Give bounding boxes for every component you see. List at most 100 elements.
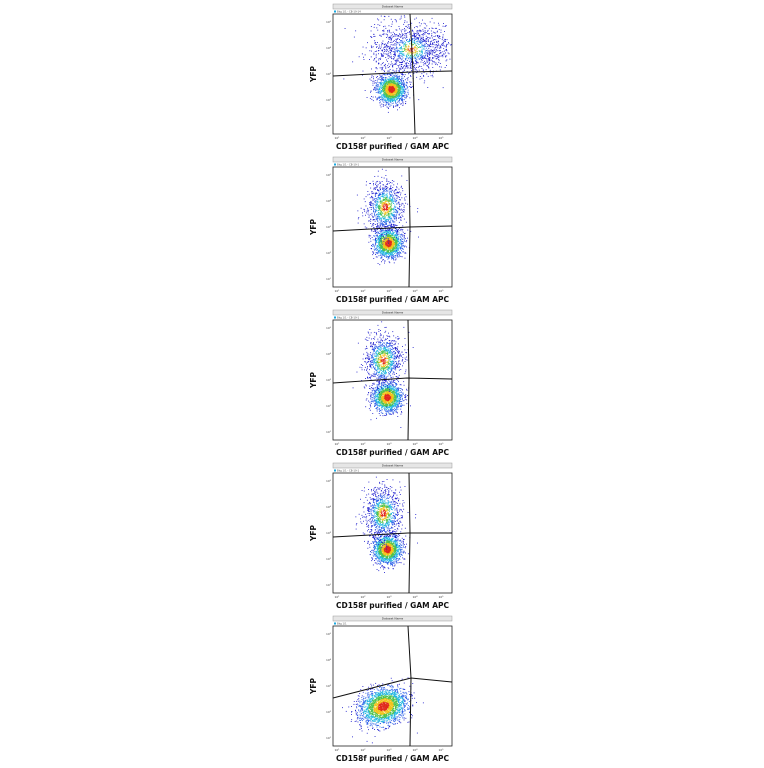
event-dot: [424, 57, 426, 59]
event-dot: [410, 57, 411, 59]
event-dot: [407, 47, 409, 49]
event-dot: [411, 70, 413, 71]
panel-title: Dataset Name: [382, 158, 404, 162]
event-dot: [380, 239, 381, 241]
event-dot: [395, 89, 397, 91]
event-dot: [383, 245, 384, 247]
event-dot: [389, 230, 391, 232]
event-dot: [403, 251, 405, 253]
event-dot: [446, 49, 447, 51]
event-dot: [413, 57, 415, 59]
event-dot: [383, 102, 385, 103]
event-dot: [378, 239, 380, 241]
event-dot: [376, 98, 378, 100]
event-dot: [400, 239, 401, 241]
event-dot: [399, 217, 401, 219]
event-dot: [382, 232, 383, 234]
event-dot: [436, 58, 438, 60]
event-dot: [417, 37, 419, 38]
event-dot: [398, 256, 400, 258]
event-dot: [386, 54, 388, 55]
event-dot: [372, 243, 373, 245]
event-dot: [372, 239, 374, 241]
event-dot: [386, 255, 388, 257]
event-dot: [417, 32, 419, 34]
event-dot: [376, 256, 378, 258]
event-dot: [391, 235, 392, 237]
event-dot: [381, 49, 383, 51]
event-dot: [427, 50, 429, 52]
event-dot: [394, 97, 396, 99]
event-dot: [428, 39, 429, 41]
event-dot: [421, 41, 423, 43]
event-dot: [402, 67, 404, 68]
event-dot: [404, 82, 406, 84]
event-dot: [398, 56, 400, 57]
event-dot: [404, 49, 406, 51]
event-dot: [425, 38, 427, 40]
event-dot: [393, 248, 395, 250]
event-dot: [394, 80, 396, 82]
event-dot: [382, 33, 384, 35]
event-dot: [369, 207, 371, 208]
event-dot: [390, 248, 392, 249]
event-dot: [414, 36, 416, 38]
event-dot: [377, 206, 379, 208]
event-dot: [390, 244, 392, 246]
event-dot: [393, 54, 395, 55]
event-dot: [376, 245, 378, 247]
plot-area: [332, 166, 453, 288]
event-dot: [412, 66, 414, 68]
event-dot: [401, 96, 403, 98]
event-dot: [391, 57, 392, 59]
event-dot: [371, 197, 373, 199]
event-dot: [387, 250, 389, 252]
event-dot: [391, 243, 393, 245]
event-dot: [377, 229, 378, 231]
event-dot: [390, 253, 392, 255]
event-dot: [422, 48, 424, 50]
event-dot: [391, 246, 393, 248]
event-dot: [388, 181, 390, 182]
event-dot: [422, 58, 424, 60]
event-dot: [385, 242, 386, 244]
event-dot: [396, 44, 397, 46]
event-dot: [407, 48, 409, 50]
event-dot: [383, 195, 385, 197]
event-dot: [397, 85, 399, 87]
event-dot: [393, 93, 395, 95]
event-dot: [389, 249, 391, 251]
event-dot: [389, 78, 391, 80]
event-dot: [402, 245, 404, 246]
event-dot: [388, 46, 390, 47]
event-dot: [376, 247, 377, 249]
event-dot: [409, 97, 411, 99]
event-dot: [377, 170, 379, 172]
event-dot: [423, 39, 424, 41]
event-dot: [426, 45, 428, 47]
event-dot: [394, 55, 396, 57]
event-dot: [439, 50, 441, 51]
event-dot: [437, 36, 438, 38]
event-dot: [391, 233, 392, 235]
event-dot: [384, 243, 386, 245]
event-dot: [379, 216, 380, 218]
event-dot: [411, 38, 413, 39]
event-dot: [371, 246, 373, 247]
event-dot: [380, 93, 382, 95]
event-dot: [397, 104, 399, 106]
event-dot: [406, 86, 408, 88]
event-dot: [378, 19, 380, 21]
event-dot: [448, 53, 450, 55]
event-dot: [424, 43, 426, 45]
event-dot: [388, 229, 390, 231]
event-dot: [398, 82, 400, 84]
event-dot: [408, 72, 410, 74]
event-dot: [379, 238, 381, 240]
event-dot: [387, 235, 388, 237]
event-dot: [384, 214, 386, 216]
event-dot: [394, 79, 396, 80]
event-dot: [393, 237, 395, 238]
event-dot: [400, 65, 402, 67]
event-dot: [448, 43, 450, 45]
